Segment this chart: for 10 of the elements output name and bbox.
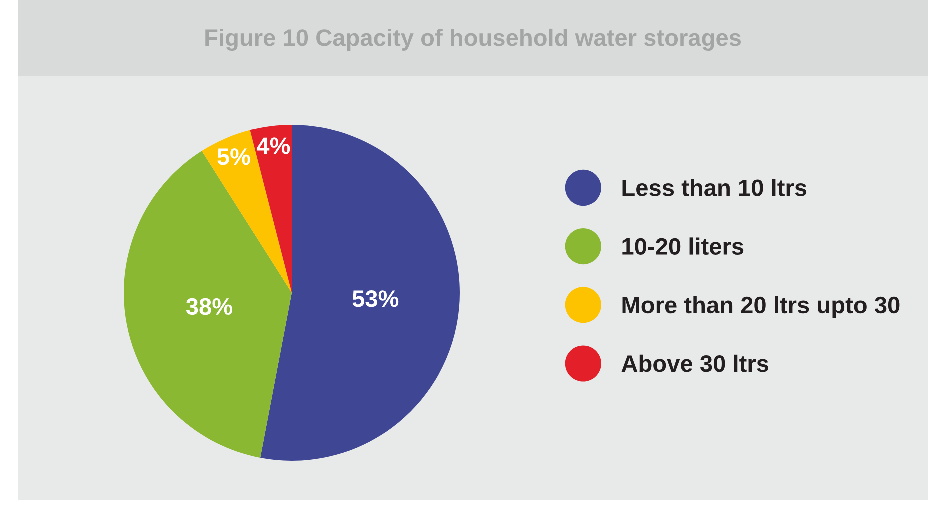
data-label: 5% — [218, 148, 250, 166]
data-label: 4% — [256, 138, 290, 154]
legend-label: More than 20 ltrs upto 30 — [622, 296, 900, 318]
pie-slice — [202, 130, 292, 293]
data-label: 38% — [186, 298, 232, 316]
legend-label: 10-20 liters — [622, 238, 744, 256]
legend-label: Less than 10 ltrs — [622, 179, 807, 196]
pie-slice — [250, 125, 292, 293]
legend-label: Above 30 ltrs — [622, 354, 769, 372]
data-label: 53% — [352, 290, 399, 308]
